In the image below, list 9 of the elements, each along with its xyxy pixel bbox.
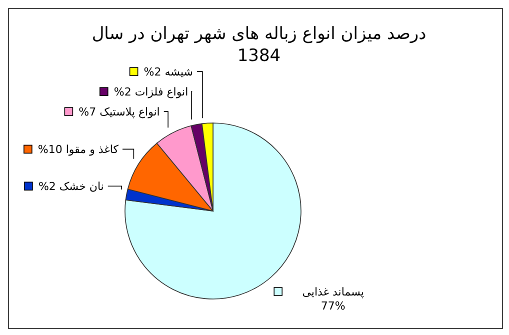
legend-label: شیشه 2%	[144, 66, 193, 79]
pie-slice	[124, 122, 302, 300]
legend-label: کاغذ و مقوا 10%	[38, 143, 120, 156]
legend-label: پسماند غذایی	[302, 286, 364, 299]
legend-label: نان خشک 2%	[38, 180, 104, 194]
chart-title: درصد میزان انواع زباله های شهر تهران در سال 1384	[90, 23, 428, 67]
data-label: 77%	[320, 300, 346, 313]
legend-label: انواع پلاستیک 7%	[78, 106, 160, 119]
legend-label: انواع فلزات 2%	[114, 86, 188, 99]
